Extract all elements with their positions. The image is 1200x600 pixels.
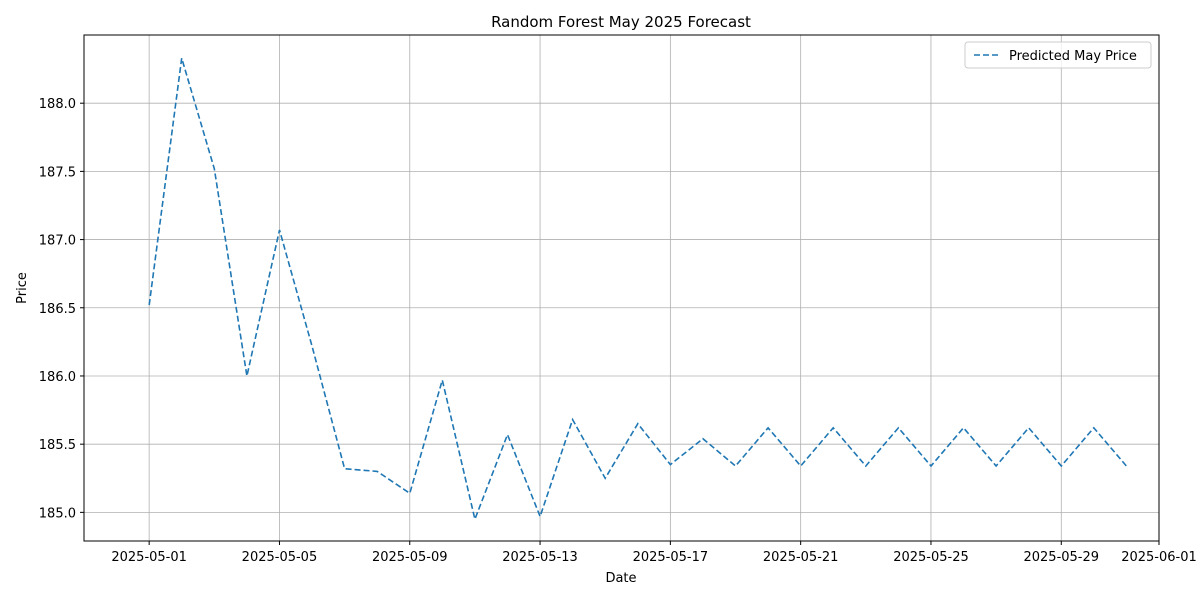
y-tick-label: 186.0 (39, 370, 76, 385)
x-tick-label: 2025-05-05 (242, 550, 318, 565)
x-tick-label: 2025-05-17 (633, 550, 709, 565)
y-tick-label: 188.0 (39, 97, 76, 112)
x-axis-label: Date (605, 571, 636, 586)
x-axis-ticks: 2025-05-01 2025-05-05 2025-05-09 2025-05-13… (111, 541, 1197, 565)
x-tick-label: 2025-06-01 (1121, 550, 1197, 565)
y-tick-label: 186.5 (39, 302, 76, 317)
x-tick-label: 2025-05-09 (372, 550, 448, 565)
y-axis-label: Price (15, 272, 30, 304)
y-tick-label: 185.0 (39, 506, 76, 521)
chart-title: Random Forest May 2025 Forecast (491, 13, 751, 31)
plot-frame (83, 34, 1160, 542)
legend-entry-label: Predicted May Price (1009, 49, 1137, 64)
grid (84, 35, 1160, 541)
x-tick-label: 2025-05-01 (111, 550, 187, 565)
y-axis-ticks: 185.0 185.5 186.0 186.5 187.0 187.5 188.0 (39, 97, 84, 521)
x-tick-label: 2025-05-13 (502, 550, 578, 565)
x-tick-label: 2025-05-21 (763, 550, 839, 565)
y-tick-label: 187.0 (39, 234, 76, 249)
series-layer (148, 57, 1128, 522)
legend: Predicted May Price (964, 41, 1152, 69)
y-tick-label: 187.5 (39, 165, 76, 180)
x-tick-label: 2025-05-25 (893, 550, 969, 565)
series-line (148, 57, 1128, 522)
x-tick-label: 2025-05-29 (1023, 550, 1099, 565)
y-tick-label: 185.5 (39, 438, 76, 453)
legend-box (964, 41, 1152, 69)
